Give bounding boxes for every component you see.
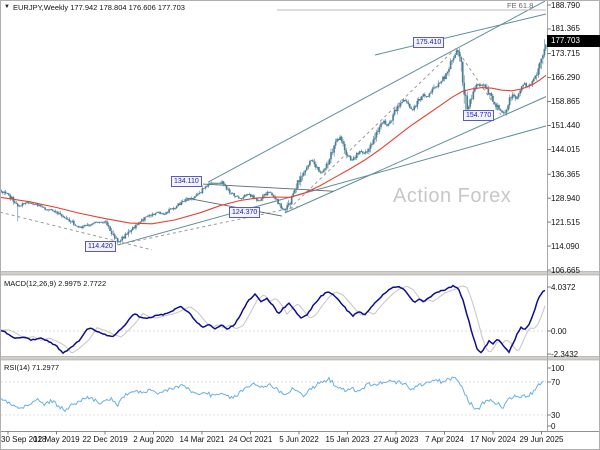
zigzag-up-line (284, 47, 457, 214)
upper-parallel-line (374, 13, 547, 56)
rsi-panel[interactable] (1, 376, 546, 416)
watermark: Action Forex (393, 185, 512, 207)
support-from-2022-low (284, 96, 547, 214)
red-ma-line (1, 74, 547, 225)
channel-top-line (207, 1, 546, 183)
panel-separator[interactable] (0, 356, 600, 361)
downtrend-2019-line (1, 211, 153, 251)
lows-connector-line (119, 205, 301, 245)
macd-line (1, 284, 546, 355)
zigzag-down-line (455, 47, 502, 115)
wedge-top-line (202, 183, 334, 192)
rsi-line (1, 376, 544, 413)
macd-panel[interactable] (1, 284, 546, 355)
panel-separator[interactable] (0, 271, 600, 276)
support-from-2020-low (117, 125, 547, 246)
candle-bodies (1, 44, 547, 243)
wedge-bottom-line (185, 197, 283, 217)
symbol-dropdown-icon[interactable]: ▼ (4, 4, 10, 10)
macd-signal-line (1, 285, 546, 354)
main-price-panel[interactable] (0, 1, 547, 251)
